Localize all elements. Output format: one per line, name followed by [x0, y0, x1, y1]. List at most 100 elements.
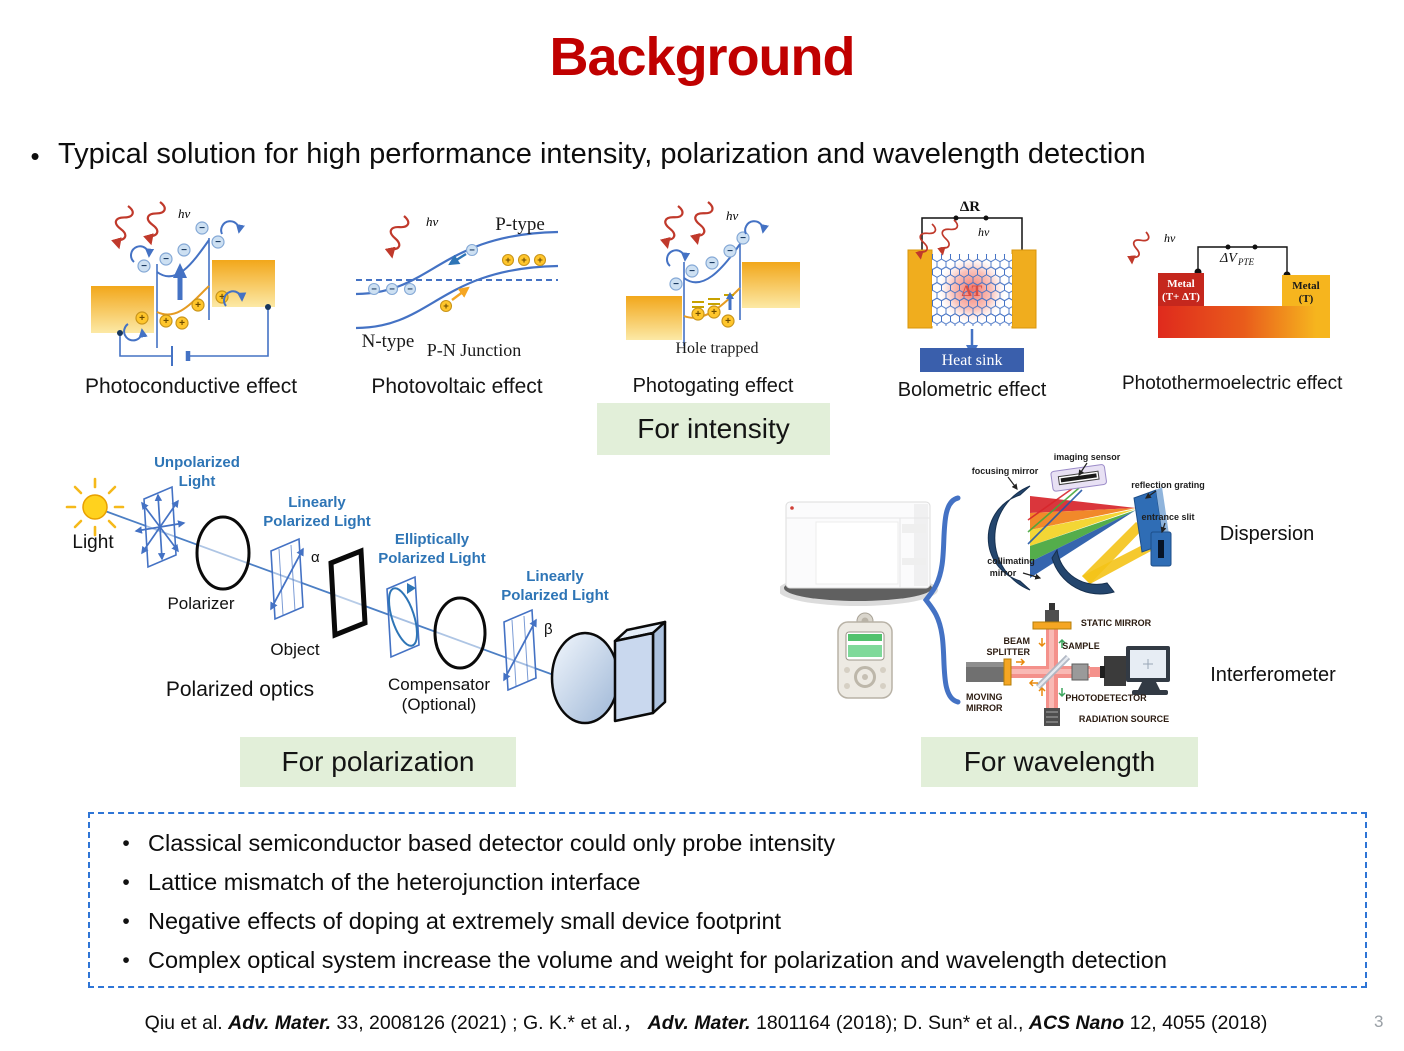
grating-edge: [1156, 487, 1170, 544]
photothermoelectric-diagram: ΔV PTE hν Metal (T+ ΔT) Metal (T): [1127, 231, 1330, 338]
photovoltaic-diagram: − − − − + + + + hν P-type N-type P-N Junction: [355, 214, 559, 360]
photovoltaic-figure: − − − − + + + + hν P-type N-type P-N Junction …: [352, 200, 562, 399]
unpolarized-label-2: Light: [179, 473, 216, 490]
bolometric-diagram: ΔR ΔT hν Heat sink: [907, 199, 1037, 372]
hv-label: hν: [978, 225, 990, 239]
page-title: Background: [549, 27, 855, 87]
limitation-text: Complex optical system increase the volu…: [148, 947, 1167, 973]
carrier-swirl-arrows: [123, 220, 247, 342]
focusing-mirror-label: focusing mirror: [972, 466, 1039, 476]
moving-mirror-label-2: MIRROR: [966, 703, 1003, 713]
photon-arrow-icon: [384, 215, 410, 259]
list-item: • Complex optical system increase the vo…: [104, 948, 1349, 973]
electron-signs: −−−−−: [141, 223, 221, 272]
circuit-battery-icon: [117, 304, 271, 366]
hole-signs: + + + +: [443, 255, 543, 312]
svg-text:−: −: [407, 284, 413, 295]
svg-text:−: −: [740, 233, 746, 244]
svg-text:−: −: [389, 284, 395, 295]
elliptical-plate: [386, 575, 420, 659]
hole-trapped-label: Hole trapped: [675, 340, 758, 357]
page-number: 3: [1374, 1012, 1384, 1031]
compensator-lens: [433, 596, 487, 670]
static-mirror-shape: [1032, 603, 1072, 630]
photothermoelectric-figure: ΔV PTE hν Metal (T+ ΔT) Metal (T) Photot…: [1122, 228, 1342, 395]
radiation-source-label: RADIATION SOURCE: [1079, 714, 1169, 724]
citation-line: Qiu et al. Adv. Mater. 33, 2008126 (2021…: [50, 1006, 1362, 1035]
beam-splitter-label-2: SPLITTER: [986, 647, 1030, 657]
photoconductive-caption: Photoconductive effect: [84, 375, 298, 398]
light-label: Light: [72, 532, 114, 553]
trap-states: [692, 294, 734, 308]
svg-text:−: −: [371, 284, 377, 295]
moving-mirror-label-1: MOVING: [966, 692, 1003, 702]
main-bullet-text: Typical solution for high performance in…: [58, 138, 1146, 170]
handheld-spectrometer-photo: [837, 612, 893, 699]
for-intensity-label: For intensity: [597, 403, 830, 455]
main-bullet: • Typical solution for high performance …: [12, 138, 1146, 174]
limitation-text: Classical semiconductor based detector c…: [148, 830, 836, 856]
beam-direction-ticks: [1016, 638, 1066, 698]
electrons-group: [669, 231, 750, 291]
photon-arrow-icon: [1127, 231, 1150, 265]
photothermoelectric-caption: Photothermoelectric effect: [1122, 373, 1343, 394]
radiation-source-shape: [1044, 708, 1060, 726]
left-electrode: [626, 296, 682, 340]
svg-text:+: +: [711, 307, 717, 318]
bullet-marker: •: [122, 949, 130, 972]
citation-text: 12, 4055 (2018): [1124, 1012, 1268, 1034]
electron-signs: −−−−−: [673, 233, 746, 290]
dispersion-diagram: imaging sensor focusing mirror reflectio…: [972, 452, 1205, 595]
svg-text:−: −: [199, 223, 205, 234]
bolometric-figure: ΔR ΔT hν Heat sink Bolometric effect: [892, 198, 1052, 402]
wavelength-section: imaging sensor focusing mirror reflectio…: [780, 452, 1336, 726]
linear1-label-2: Polarized Light: [263, 513, 371, 530]
band-diagram: [355, 230, 559, 330]
n-type-label: N-type: [362, 331, 415, 352]
thermal-gradient-bar: [1158, 306, 1330, 338]
linear2-label-2: Polarized Light: [501, 587, 609, 604]
hot-metal-label-2: (T+ ΔT): [1162, 291, 1200, 303]
detector-icon: [550, 620, 667, 725]
photogating-diagram: + ++ −−−−− hν Hole trapped: [626, 201, 800, 357]
circuit-wire: [921, 215, 1023, 256]
collimating-mirror-label-1: collimating: [987, 556, 1035, 566]
object-plate: [328, 547, 368, 639]
cold-metal-contact: [1282, 275, 1330, 306]
trap-arrowhead: [726, 292, 734, 299]
delta-v-label: ΔV: [1219, 251, 1238, 266]
list-item: • Classical semiconductor based detector…: [104, 831, 1349, 856]
hv-label: hν: [1164, 231, 1176, 245]
hv-label: hν: [426, 214, 439, 229]
journal-name: ACS Nano: [1028, 1012, 1125, 1034]
for-wavelength-label: For wavelength: [921, 737, 1198, 787]
photodetector-label: PHOTODETECTOR: [1065, 693, 1147, 703]
photogating-figure: + + + − − − − − hν Hole trapped Photogating ef…: [622, 200, 804, 398]
delta-r-label: ΔR: [960, 199, 980, 215]
unpolarized-plate: [134, 485, 186, 569]
svg-text:+: +: [505, 255, 511, 266]
cold-metal-label-2: (T): [1299, 293, 1314, 305]
sample-label: SAMPLE: [1062, 641, 1100, 651]
hot-metal-label-1: Metal: [1167, 278, 1194, 290]
polarized-optics-caption: Polarized optics: [166, 678, 314, 701]
svg-text:−: −: [215, 237, 221, 248]
alpha-label: α: [311, 549, 320, 566]
svg-text:+: +: [443, 301, 449, 312]
cold-metal-label-1: Metal: [1292, 280, 1319, 292]
compensator-label-2: (Optional): [402, 695, 477, 714]
moving-mirror-shape: [966, 658, 1012, 686]
interferometer-diagram: STATIC MIRROR BEAM SPLITTER SAMPLE MOVIN…: [966, 603, 1170, 726]
photogating-caption: Photogating effect: [632, 375, 794, 397]
sample-shape: [1071, 663, 1089, 681]
focusing-mirror-shape: [987, 485, 1031, 591]
bolometric-caption: Bolometric effect: [897, 379, 1047, 401]
electron-signs: − − − −: [371, 245, 475, 295]
electron-drift-arrow: [448, 252, 467, 266]
svg-text:−: −: [727, 246, 733, 257]
delta-t-label: ΔT: [962, 283, 983, 300]
limitation-text: Lattice mismatch of the heterojunction i…: [148, 869, 641, 895]
right-electrode: [1011, 249, 1037, 329]
pn-junction-label: P-N Junction: [427, 340, 522, 360]
